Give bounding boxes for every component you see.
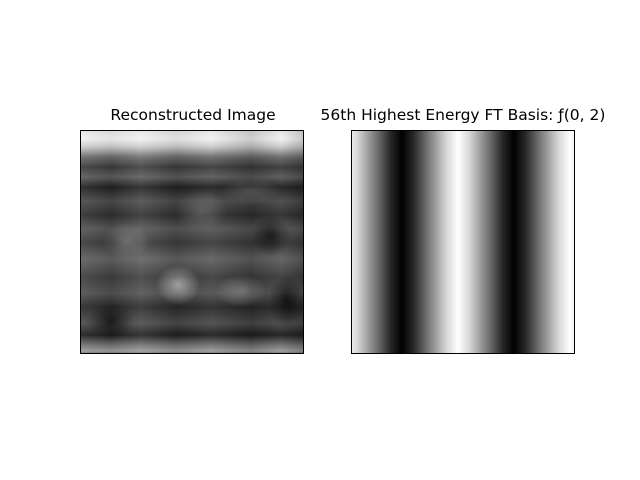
ft-basis-image — [352, 131, 574, 353]
reconstructed-image-shading — [81, 131, 303, 353]
ft-basis-title: 56th Highest Energy FT Basis: ƒ(0, 2) — [300, 104, 626, 126]
reconstructed-image-title: Reconstructed Image — [60, 104, 326, 126]
reconstructed-image-panel — [80, 130, 304, 354]
ft-basis-panel — [351, 130, 575, 354]
